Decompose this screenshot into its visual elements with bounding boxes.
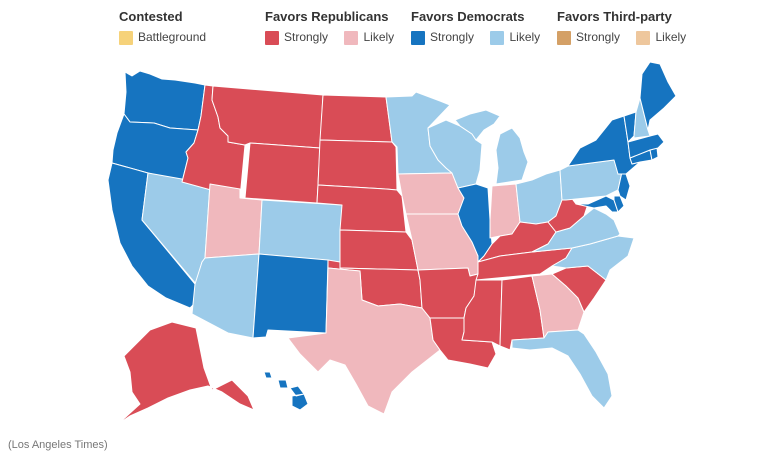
state-ks[interactable] <box>339 229 419 271</box>
swatch-dem-strongly <box>411 30 425 45</box>
legend-title-third-party: Favors Third-party <box>557 9 672 24</box>
legend-label-rep-strongly: Strongly <box>284 30 329 44</box>
legend-title-democrats: Favors Democrats <box>411 9 525 24</box>
state-az[interactable] <box>191 253 260 339</box>
legend-group-third-party: Favors Third-party Strongly Likely <box>557 9 698 45</box>
legend-item-battleground: Battleground <box>119 30 206 45</box>
state-wa[interactable] <box>123 70 206 131</box>
legend-label-dem-likely: Likely <box>509 30 541 44</box>
swatch-dem-likely <box>490 30 505 45</box>
legend-item-rep-strongly: Strongly <box>265 30 328 45</box>
state-sd[interactable] <box>317 139 398 191</box>
state-de[interactable] <box>613 195 625 213</box>
state-co[interactable] <box>258 199 343 263</box>
state-tx[interactable] <box>287 267 441 415</box>
legend-item-dem-likely: Likely <box>490 30 540 45</box>
legend-row-third-party: Strongly Likely <box>557 30 698 45</box>
source-credit: (Los Angeles Times) <box>8 439 108 451</box>
legend-label-third-likely: Likely <box>655 30 687 44</box>
legend-group-democrats: Favors Democrats Strongly Likely <box>411 9 552 45</box>
legend-item-third-likely: Likely <box>636 30 686 45</box>
state-nj[interactable] <box>617 171 631 201</box>
legend-group-republicans: Favors Republicans Strongly Likely <box>265 9 406 45</box>
legend-label-battleground: Battleground <box>138 30 207 44</box>
state-ak[interactable] <box>117 321 255 425</box>
legend-title-contested: Contested <box>119 9 183 24</box>
state-ma[interactable] <box>627 133 665 159</box>
legend-row-contested: Battleground <box>119 30 218 45</box>
swatch-rep-likely <box>344 30 359 45</box>
state-wy[interactable] <box>244 142 321 204</box>
legend-item-dem-strongly: Strongly <box>411 30 474 45</box>
state-mt[interactable] <box>211 85 324 149</box>
swatch-battleground <box>119 30 133 45</box>
legend-label-third-strongly: Strongly <box>576 30 621 44</box>
legend-item-rep-likely: Likely <box>344 30 394 45</box>
legend-row-republicans: Strongly Likely <box>265 30 406 45</box>
legend-label-rep-likely: Likely <box>363 30 395 44</box>
state-me[interactable] <box>639 61 677 131</box>
legend-item-third-strongly: Strongly <box>557 30 620 45</box>
state-nm[interactable] <box>252 253 329 339</box>
state-mi[interactable] <box>454 109 529 185</box>
state-hi[interactable] <box>263 371 309 411</box>
legend: Contested Battleground Favors Republican… <box>0 9 771 49</box>
state-fl[interactable] <box>511 329 613 409</box>
legend-title-republicans: Favors Republicans <box>265 9 389 24</box>
swatch-third-likely <box>636 30 651 45</box>
state-nd[interactable] <box>319 94 393 143</box>
legend-row-democrats: Strongly Likely <box>411 30 552 45</box>
legend-group-contested: Contested Battleground <box>119 9 218 45</box>
swatch-rep-strongly <box>265 30 279 45</box>
swatch-third-strongly <box>557 30 571 45</box>
legend-label-dem-strongly: Strongly <box>430 30 475 44</box>
